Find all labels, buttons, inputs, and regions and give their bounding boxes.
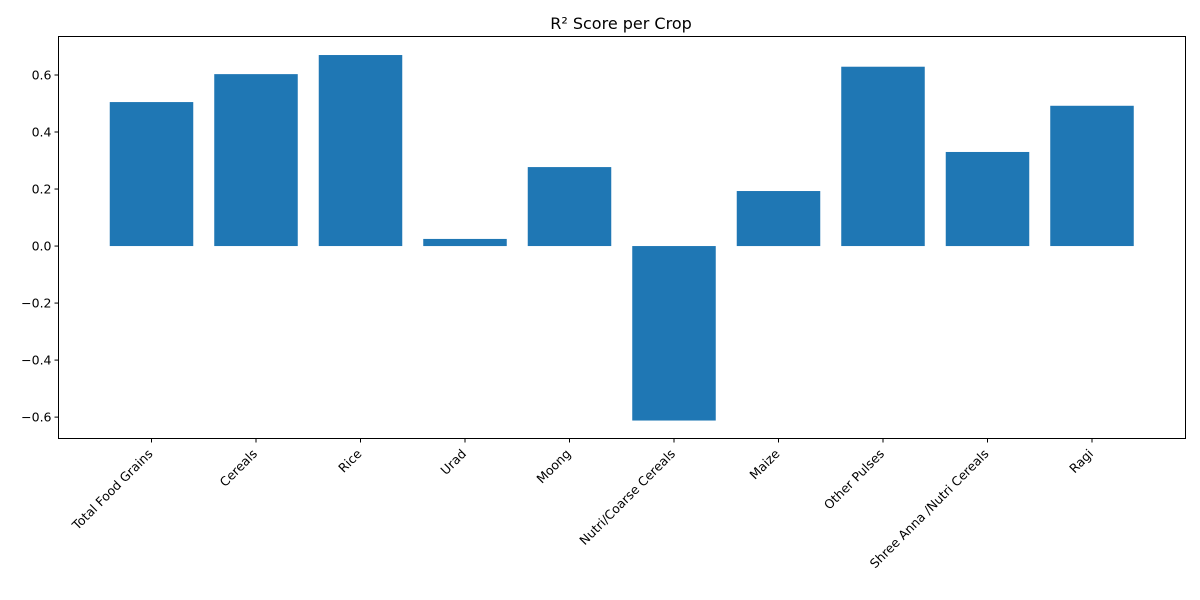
x-axis: Total Food Grains Cereals Rice Urad Moong Nut… xyxy=(68,438,1096,571)
y-tick-label-4: 0.2 xyxy=(32,182,52,197)
bar-7 xyxy=(841,66,925,247)
bar-4 xyxy=(527,167,612,247)
bar-9 xyxy=(1050,105,1134,247)
bar-5 xyxy=(632,246,716,421)
bar-0 xyxy=(109,102,194,247)
bar-1 xyxy=(214,74,298,247)
x-tick-label-5: Nutri/Coarse Cereals xyxy=(576,446,678,548)
x-tick-label-2: Rice xyxy=(335,446,365,476)
y-tick-label-6: 0.6 xyxy=(32,67,52,82)
y-tick-label-3: 0.0 xyxy=(32,239,52,254)
x-tick-label-8: Shree Anna /Nutri Cereals xyxy=(867,446,992,571)
x-tick-label-7: Other Pulses xyxy=(821,446,887,512)
x-tick-label-6: Maize xyxy=(746,446,782,482)
x-tick-label-9: Ragi xyxy=(1066,446,1096,476)
x-tick-label-3: Urad xyxy=(437,446,469,478)
plot-frame xyxy=(58,36,1186,439)
x-tick-label-1: Cereals xyxy=(217,446,261,490)
bar-8 xyxy=(945,151,1030,247)
y-tick-label-1: −0.4 xyxy=(21,353,51,368)
y-tick-label-5: 0.4 xyxy=(32,125,52,140)
y-tick-label-0: −0.6 xyxy=(21,410,51,425)
bars-layer xyxy=(109,55,1134,421)
y-tick-label-2: −0.2 xyxy=(21,296,51,311)
chart-title: R² Score per Crop xyxy=(550,14,692,33)
bar-3 xyxy=(423,238,507,247)
bar-6 xyxy=(736,191,821,247)
bar-2 xyxy=(318,55,403,247)
y-axis: −0.6 −0.4 −0.2 0.0 0.2 0.4 0.6 xyxy=(21,67,59,425)
x-tick-label-0: Total Food Grains xyxy=(68,446,155,533)
x-tick-label-4: Moong xyxy=(533,446,573,486)
